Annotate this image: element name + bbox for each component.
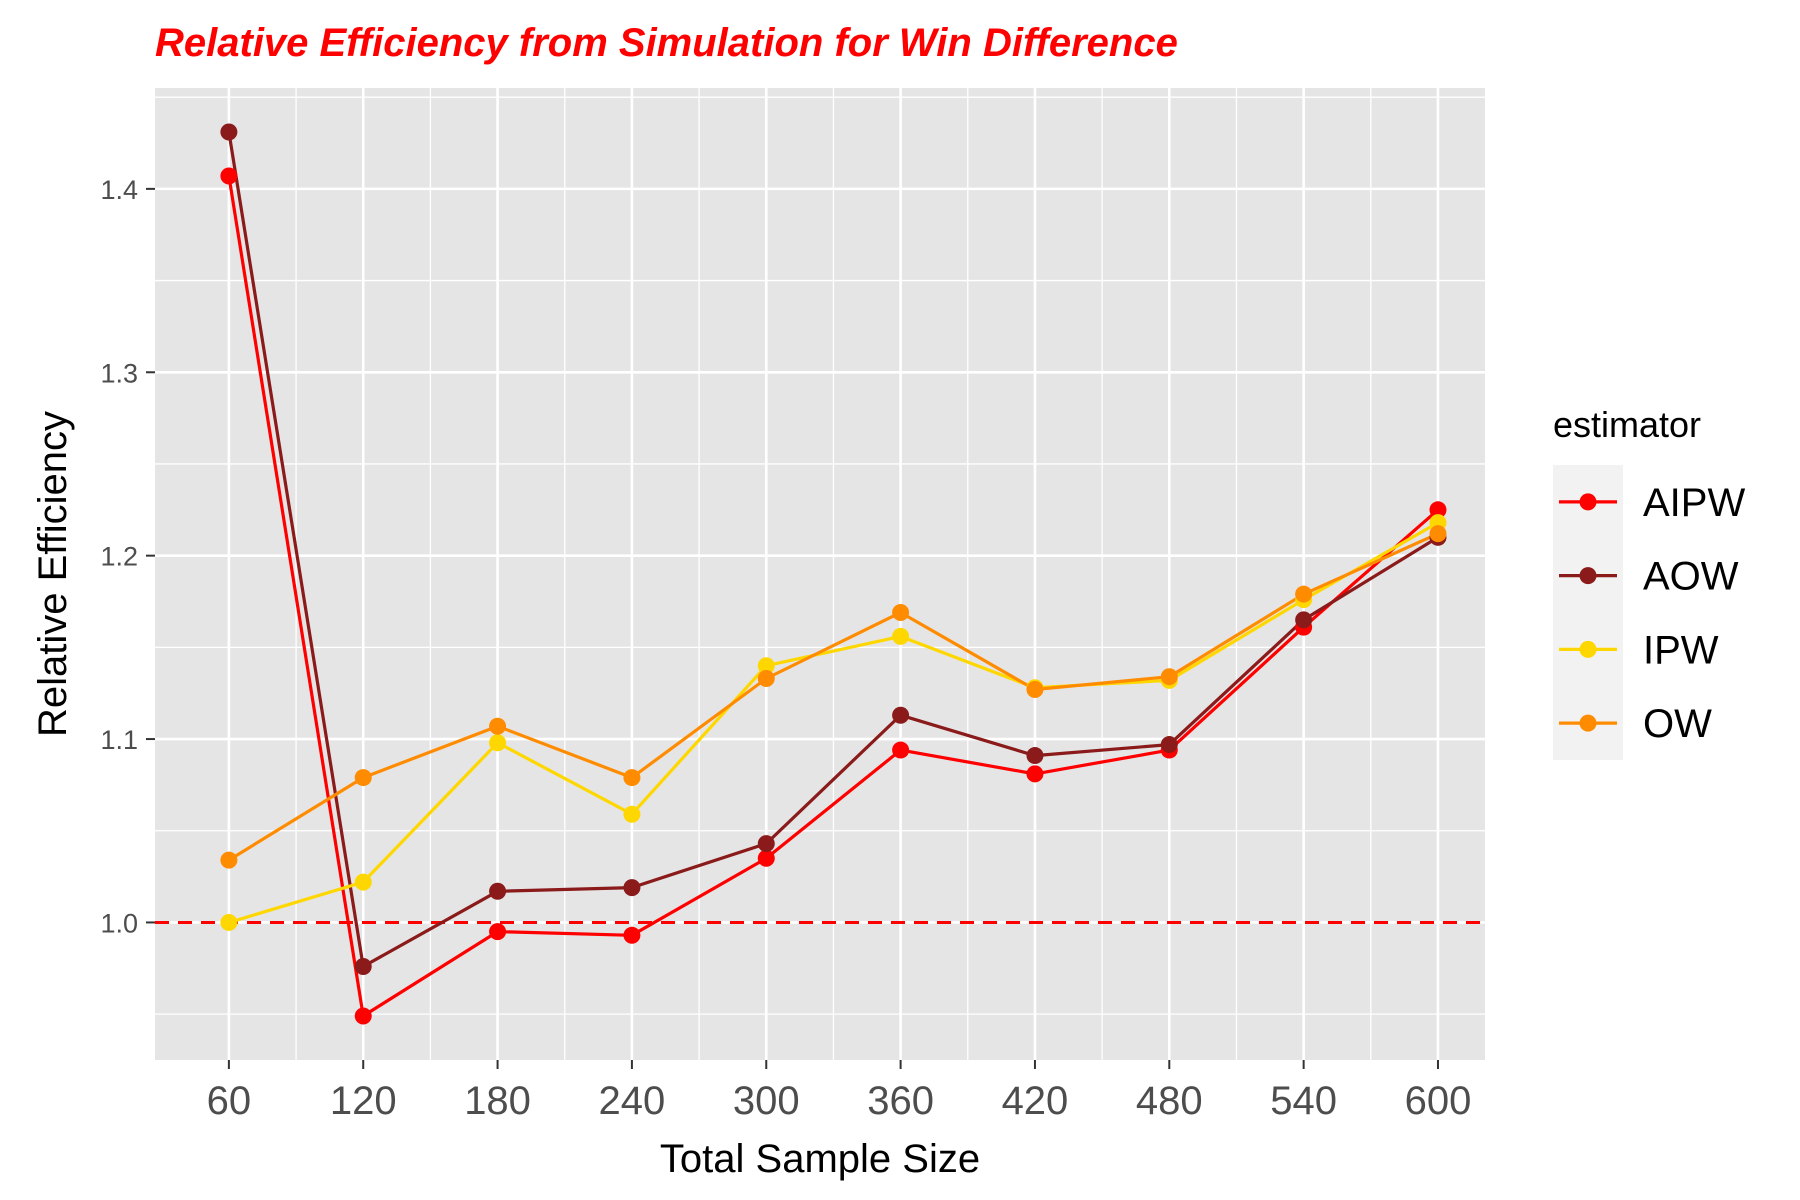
point-aipw-420 — [1026, 765, 1044, 783]
legend-key-point-ow — [1579, 714, 1597, 732]
x-tick-label: 180 — [464, 1079, 531, 1123]
legend-label-ipw: IPW — [1643, 628, 1719, 672]
y-axis: 1.0 1.1 1.2 1.3 1.4 — [100, 175, 155, 938]
point-ow-600 — [1429, 525, 1447, 543]
point-aow-360 — [892, 706, 910, 724]
point-ipw-60 — [220, 913, 238, 931]
point-ipw-120 — [354, 873, 372, 891]
point-aipw-240 — [623, 926, 641, 944]
legend-label-aow: AOW — [1643, 555, 1739, 599]
point-ipw-360 — [892, 627, 910, 645]
legend-key-point-aipw — [1579, 493, 1597, 511]
point-aow-540 — [1295, 611, 1313, 629]
legend-key-point-ipw — [1579, 640, 1597, 658]
x-axis-title: Total Sample Size — [660, 1137, 980, 1181]
x-tick-label: 60 — [207, 1079, 252, 1123]
series-line-aipw — [227, 175, 1440, 1018]
legend-label-ow: OW — [1643, 702, 1712, 746]
x-tick-label: 480 — [1136, 1079, 1203, 1123]
y-tick-label: 1.4 — [100, 175, 138, 205]
x-tick-label: 540 — [1270, 1079, 1337, 1123]
point-aipw-600 — [1429, 501, 1447, 519]
point-ow-60 — [220, 851, 238, 869]
legend-title: estimator — [1553, 404, 1701, 445]
point-aow-180 — [489, 882, 507, 900]
y-tick-label: 1.3 — [100, 358, 138, 388]
point-aow-420 — [1026, 747, 1044, 765]
x-axis: 60 120 180 240 300 360 420 480 540 600 — [207, 1060, 1472, 1123]
point-aow-60 — [220, 123, 238, 141]
x-tick-label: 120 — [330, 1079, 397, 1123]
chart-title: Relative Efficiency from Simulation for … — [155, 21, 1178, 65]
point-ipw-300 — [757, 657, 775, 675]
point-aipw-120 — [354, 1007, 372, 1025]
point-ow-540 — [1295, 585, 1313, 603]
point-ow-120 — [354, 769, 372, 787]
point-ipw-240 — [623, 805, 641, 823]
point-ow-300 — [757, 670, 775, 688]
point-aipw-360 — [892, 741, 910, 759]
legend-key-point-aow — [1579, 567, 1597, 585]
series-group — [220, 123, 1447, 1025]
point-aipw-300 — [757, 849, 775, 867]
point-aow-240 — [623, 879, 641, 897]
series-line-ow — [228, 532, 1439, 862]
point-ow-480 — [1160, 668, 1178, 686]
point-ow-180 — [489, 717, 507, 735]
series-line-aow — [227, 131, 1439, 969]
point-aipw-180 — [489, 923, 507, 941]
point-aow-480 — [1160, 736, 1178, 754]
legend: estimator AIPW AOW IPW OW — [1553, 404, 1745, 760]
x-tick-label: 420 — [1002, 1079, 1069, 1123]
point-ow-420 — [1026, 681, 1044, 699]
x-tick-label: 360 — [867, 1079, 934, 1123]
series-line-ipw — [228, 521, 1439, 925]
y-tick-label: 1.2 — [100, 542, 138, 572]
point-aow-300 — [757, 835, 775, 853]
y-tick-label: 1.1 — [100, 725, 138, 755]
point-aipw-60 — [220, 167, 238, 185]
point-ow-240 — [623, 769, 641, 787]
x-tick-label: 300 — [733, 1079, 800, 1123]
legend-key-background — [1553, 465, 1623, 760]
y-axis-title: Relative Efficiency — [31, 411, 75, 737]
y-tick-label: 1.0 — [100, 908, 138, 938]
point-aow-120 — [354, 957, 372, 975]
x-tick-label: 600 — [1405, 1079, 1472, 1123]
point-ow-360 — [892, 604, 910, 622]
point-ipw-180 — [489, 734, 507, 752]
x-tick-label: 240 — [599, 1079, 666, 1123]
legend-label-aipw: AIPW — [1643, 481, 1745, 525]
plot-panel — [155, 88, 1485, 1060]
